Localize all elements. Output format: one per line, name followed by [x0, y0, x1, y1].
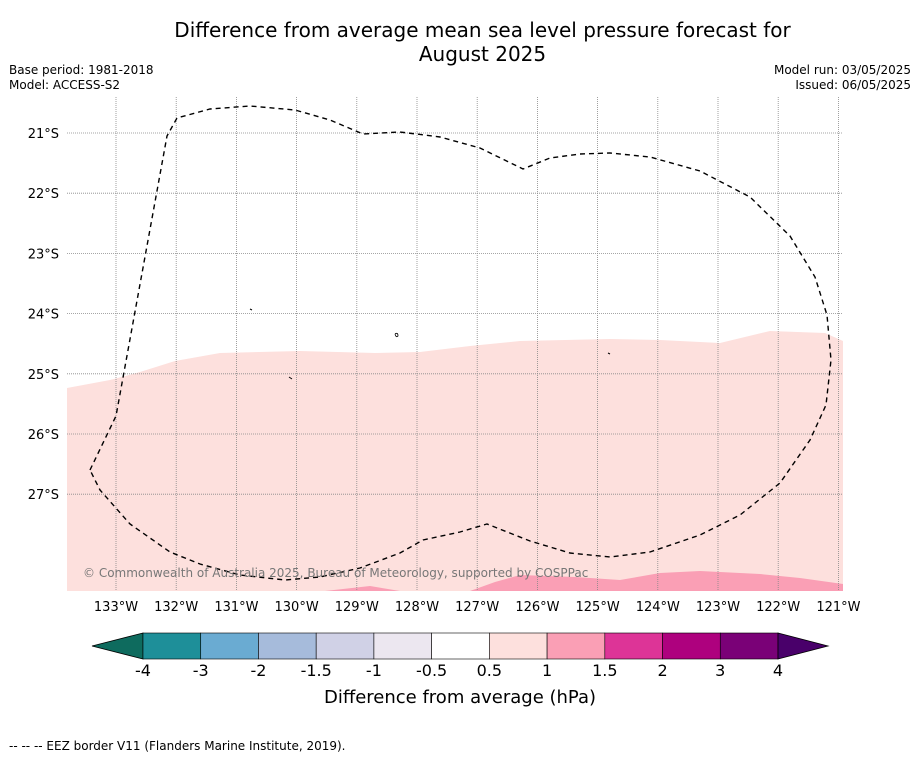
latitude-labels: 21°S 22°S 23°S 24°S 25°S 26°S 27°S — [28, 127, 59, 503]
colorbar-tick-label: -0.5 — [416, 661, 447, 680]
longitude-label: 127°W — [455, 600, 499, 615]
graticule — [67, 97, 843, 591]
colorbar-bin — [258, 632, 317, 660]
colorbar-bin — [546, 632, 606, 660]
colorbar-bin — [373, 632, 432, 660]
meta-left: Base period: 1981-2018 Model: ACCESS-S2 — [9, 63, 154, 93]
colorbar-title: Difference from average (hPa) — [324, 687, 596, 708]
title-line-2: August 2025 — [418, 42, 547, 66]
footer-note: -- -- -- EEZ border V11 (Flanders Marine… — [9, 739, 346, 753]
longitude-label: 131°W — [214, 600, 258, 615]
colorbar-bin — [200, 632, 259, 660]
map-title: Difference from average mean sea level p… — [140, 18, 825, 66]
colorbar-tick-label: 4 — [773, 661, 783, 680]
latitude-label: 21°S — [28, 127, 59, 142]
colorbar-tick-label: 2 — [657, 661, 667, 680]
colorbar-tick-label: 0.5 — [477, 661, 502, 680]
colorbar-tick-label: -2 — [250, 661, 266, 680]
longitude-label: 126°W — [515, 600, 559, 615]
colorbar-tick-label: -1 — [366, 661, 382, 680]
title-line-1: Difference from average mean sea level p… — [174, 18, 791, 42]
latitude-label: 23°S — [28, 247, 59, 262]
colorbar-arrow-high — [777, 632, 830, 660]
longitude-label: 121°W — [816, 600, 860, 615]
island-mark — [394, 332, 399, 338]
latitude-label: 26°S — [28, 428, 59, 443]
colorbar-tick-label: 3 — [715, 661, 725, 680]
model-name: Model: ACCESS-S2 — [9, 78, 121, 92]
model-run: Model run: 03/05/2025 — [773, 63, 911, 77]
island-mark — [249, 308, 253, 311]
longitude-labels: 133°W 132°W 131°W 130°W 129°W 128°W 127°W 126°W… — [94, 600, 861, 615]
longitude-label: 132°W — [154, 600, 198, 615]
colorbar-bin — [662, 632, 721, 660]
longitude-label: 129°W — [335, 600, 379, 615]
colorbar-bin — [142, 632, 202, 660]
longitude-label: 130°W — [275, 600, 319, 615]
latitude-label: 25°S — [28, 368, 59, 383]
colorbar: -4 -3 -2 -1.5 -1 -0.5 0.5 1 1.5 2 3 4 — [91, 632, 830, 680]
longitude-label: 124°W — [636, 600, 680, 615]
colorbar-arrow-low — [91, 632, 144, 660]
longitude-label: 133°W — [94, 600, 138, 615]
colorbar-tick-label: 1.5 — [592, 661, 617, 680]
longitude-label: 122°W — [756, 600, 800, 615]
copyright-notice: © Commonwealth of Australia 2025, Bureau… — [83, 566, 588, 580]
base-period: Base period: 1981-2018 — [9, 63, 154, 77]
colorbar-tick-label: -3 — [193, 661, 209, 680]
longitude-label: 128°W — [395, 600, 439, 615]
colorbar-bin — [604, 632, 663, 660]
latitude-label: 27°S — [28, 488, 59, 503]
anomaly-region-pink-2 — [470, 571, 843, 591]
latitude-label: 24°S — [28, 308, 59, 323]
colorbar-bin — [315, 632, 375, 660]
colorbar-bin — [719, 632, 779, 660]
eez-border — [89, 105, 832, 581]
anomaly-region-light-pink — [67, 331, 843, 591]
colorbar-tick-label: -1.5 — [301, 661, 332, 680]
meta-right: Model run: 03/05/2025 Issued: 06/05/2025 — [774, 63, 911, 93]
issued-date: Issued: 06/05/2025 — [795, 78, 911, 92]
plot-area — [67, 97, 843, 591]
island-mark — [607, 352, 611, 355]
colorbar-bin — [489, 632, 548, 660]
colorbar-tick-label: 1 — [542, 661, 552, 680]
latitude-label: 22°S — [28, 187, 59, 202]
colorbar-bin — [431, 632, 490, 660]
anomaly-region-pink — [325, 586, 400, 591]
longitude-label: 125°W — [576, 600, 620, 615]
island-mark — [288, 376, 293, 380]
map-figure: © Commonwealth of Australia 2025, Bureau… — [28, 97, 861, 708]
colorbar-tick-label: -4 — [135, 661, 151, 680]
longitude-label: 123°W — [696, 600, 740, 615]
